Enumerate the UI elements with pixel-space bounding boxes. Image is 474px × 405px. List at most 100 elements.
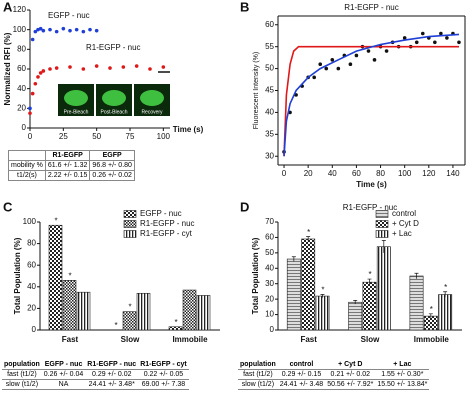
x-tick-label: Slow bbox=[121, 335, 140, 344]
error-bar bbox=[306, 236, 311, 242]
y-tick-label: 40 bbox=[27, 282, 36, 291]
data-point bbox=[28, 106, 32, 111]
x-tick-label: Slow bbox=[361, 335, 380, 344]
data-point bbox=[28, 111, 32, 116]
data-point bbox=[54, 29, 59, 34]
table-cell: R1-EGFP - cyt bbox=[138, 360, 189, 370]
table-cell: R1-EGFP bbox=[44, 150, 91, 161]
data-point bbox=[41, 69, 46, 73]
table-cell: t1/2(s) bbox=[8, 170, 46, 181]
table-cell: 0.26 +/- 0.04 bbox=[41, 369, 86, 380]
x-tick-label: Immobile bbox=[414, 335, 450, 344]
bar bbox=[48, 224, 63, 331]
bar bbox=[286, 258, 301, 331]
data-point bbox=[330, 58, 335, 62]
y-tick-label: 50 bbox=[265, 64, 274, 73]
x-tick-label: 120 bbox=[422, 169, 436, 178]
x-tick-label: 25 bbox=[59, 132, 68, 141]
data-point bbox=[94, 64, 99, 68]
significance: * bbox=[444, 283, 447, 292]
x-tick-label: 140 bbox=[446, 169, 460, 178]
data-point bbox=[161, 65, 166, 69]
data-point bbox=[41, 28, 46, 33]
table-cell: 24.41 +/- 3.48 bbox=[277, 379, 326, 390]
significance: * bbox=[321, 286, 324, 295]
bar bbox=[136, 292, 151, 331]
table-cell: 0.29 +/- 0.15 bbox=[277, 369, 326, 380]
error-bar bbox=[367, 278, 372, 286]
legend-swatch bbox=[123, 220, 137, 228]
bar bbox=[62, 280, 77, 331]
y-tick-label: 0 bbox=[22, 123, 27, 132]
bar bbox=[315, 295, 330, 331]
inset-label: Post-Bleach bbox=[101, 109, 128, 115]
data-point bbox=[348, 62, 353, 67]
table-cell: 0.21 +/- 0.02 bbox=[325, 369, 376, 380]
fit-line bbox=[283, 45, 459, 157]
data-point bbox=[433, 40, 437, 45]
legend-swatch bbox=[375, 230, 389, 238]
data-point bbox=[81, 29, 86, 34]
y-tick-label: 60 bbox=[27, 260, 36, 269]
table-header: population control + Cyt D + Lac bbox=[238, 360, 430, 370]
table-cell: 69.00 +/- 7.38 bbox=[138, 379, 189, 390]
data-point bbox=[324, 66, 329, 71]
bar bbox=[348, 301, 363, 331]
error-bar bbox=[381, 240, 386, 253]
bar bbox=[301, 238, 316, 331]
y-tick-label: 80 bbox=[27, 239, 36, 248]
data-point bbox=[354, 53, 359, 58]
x-tick-label: 0 bbox=[282, 169, 287, 178]
data-point bbox=[318, 62, 323, 67]
legend-swatch bbox=[375, 220, 389, 228]
x-tick-label: Immobile bbox=[172, 335, 208, 344]
x-tick-label: 60 bbox=[352, 169, 361, 178]
table-row: slow (t1/2) NA 24.41 +/- 3.48* 69.00 +/- 7.… bbox=[2, 379, 189, 390]
y-tick-label: 40 bbox=[17, 84, 26, 93]
bar bbox=[122, 311, 137, 331]
x-tick-label: 40 bbox=[328, 169, 337, 178]
table-row: mobility % 61.6 +/- 1.32 96.8 +/- 0.80 bbox=[8, 160, 135, 171]
table-cell: 0.22 +/- 0.05 bbox=[138, 369, 189, 380]
fit-line bbox=[283, 33, 460, 157]
bar bbox=[168, 326, 183, 331]
data-point bbox=[36, 75, 40, 79]
data-point bbox=[134, 64, 139, 68]
bar bbox=[182, 289, 197, 331]
table-cell: EGFP bbox=[89, 150, 135, 161]
legend-label: control bbox=[392, 209, 416, 218]
cell bbox=[102, 90, 126, 106]
y-tick-label: 60 bbox=[265, 233, 274, 242]
y-tick-label: 80 bbox=[17, 44, 26, 53]
data-point bbox=[38, 26, 43, 31]
bar bbox=[376, 246, 391, 331]
table-row: t1/2(s) 2.22 +/- 0.15 0.26 +/- 0.02 bbox=[8, 170, 135, 181]
data-point bbox=[38, 71, 43, 75]
data-point bbox=[414, 40, 419, 45]
table-cell: slow (t1/2) bbox=[238, 379, 278, 390]
y-tick-label: 10 bbox=[265, 310, 274, 319]
table-cell bbox=[8, 150, 46, 161]
x-axis-label: Time (s) bbox=[173, 125, 204, 134]
data-point bbox=[54, 66, 59, 70]
y-tick-label: 20 bbox=[17, 103, 26, 112]
table-cell: mobility % bbox=[8, 160, 46, 171]
x-tick-label: 100 bbox=[398, 169, 412, 178]
table-c: population EGFP - nuc R1-EGFP - nuc R1-EGFP… bbox=[2, 360, 189, 390]
inset-label: Recovery bbox=[141, 109, 163, 115]
data-point bbox=[94, 28, 99, 33]
table-cell: 96.8 +/- 0.80 bbox=[89, 160, 135, 171]
bar bbox=[76, 291, 91, 331]
y-tick-label: 70 bbox=[265, 217, 274, 226]
data-point bbox=[68, 65, 72, 69]
data-point bbox=[88, 27, 92, 32]
table-cell: fast (t1/2) bbox=[2, 369, 42, 380]
legend-label: R1-EGFP - cyt bbox=[140, 229, 193, 238]
legend-swatch bbox=[375, 210, 389, 218]
y-tick-label: 120 bbox=[13, 5, 27, 14]
legend-label: R1-EGFP - nuc bbox=[86, 43, 141, 52]
bar bbox=[362, 281, 377, 331]
table-row: slow (t1/2) 24.41 +/- 3.48 50.56 +/- 7.92*… bbox=[238, 379, 430, 390]
